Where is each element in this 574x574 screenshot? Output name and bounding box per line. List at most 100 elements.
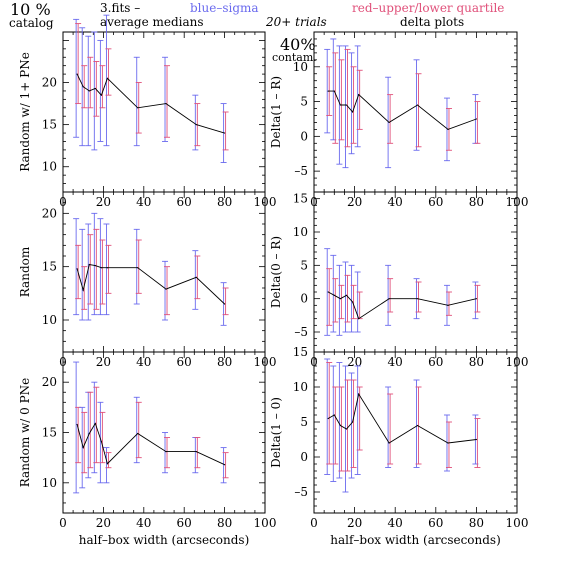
x-tick-label: 0 xyxy=(59,516,67,530)
header-contam-label: contam. xyxy=(272,51,317,64)
median-point xyxy=(195,276,197,278)
median-point xyxy=(100,94,102,96)
median-point xyxy=(351,111,354,113)
median-point xyxy=(345,428,348,430)
median-point xyxy=(416,104,419,106)
median-point xyxy=(339,298,341,300)
header-red-quartile: red–upper/lower quartile xyxy=(352,1,504,15)
median-point xyxy=(345,294,348,296)
median-point xyxy=(94,265,96,267)
median-line xyxy=(327,291,477,320)
y-axis-label: Random xyxy=(18,246,32,297)
y-tick-label: –5 xyxy=(294,325,308,339)
header-avg-medians: average medians xyxy=(100,15,204,29)
y-tick-label: 5 xyxy=(300,95,308,109)
y-tick-label: 5 xyxy=(300,415,308,429)
median-point xyxy=(345,104,348,106)
median-point xyxy=(388,298,390,300)
median-point xyxy=(137,107,139,109)
median-point xyxy=(224,464,226,466)
median-point xyxy=(106,77,109,79)
x-tick-label: 80 xyxy=(217,516,232,530)
y-tick-label: 10 xyxy=(293,60,308,74)
median-point xyxy=(327,90,329,92)
x-tick-label: 60 xyxy=(428,355,443,369)
y-axis-label: Random w/ 0 PNe xyxy=(18,378,32,488)
x-tick-label: 100 xyxy=(254,516,277,530)
median-line xyxy=(328,90,477,130)
median-point xyxy=(416,424,419,427)
median-point xyxy=(358,393,360,395)
median-point xyxy=(195,124,197,126)
header-blue-sigma: blue–sigma xyxy=(190,1,259,15)
median-point xyxy=(339,424,341,427)
y-tick-label: 0 xyxy=(300,129,308,143)
median-line xyxy=(327,392,477,444)
y-tick-label: –5 xyxy=(294,485,308,499)
x-tick-label: 40 xyxy=(388,355,403,369)
header-trials: 20+ trials xyxy=(265,15,327,29)
x-tick-label: 40 xyxy=(136,516,151,530)
x-tick-label: 60 xyxy=(177,516,192,530)
median-point xyxy=(106,267,109,269)
y-tick-label: 10 xyxy=(293,225,308,239)
median-point xyxy=(88,432,90,435)
x-tick-label: 60 xyxy=(177,195,192,209)
x-tick-label: 40 xyxy=(136,195,151,209)
header-delta-plots: delta plots xyxy=(400,15,464,29)
median-point xyxy=(165,102,167,105)
median-point xyxy=(94,422,96,425)
y-tick-label: 0 xyxy=(300,450,308,464)
median-point xyxy=(137,432,139,435)
median-point xyxy=(447,128,449,130)
median-point xyxy=(195,451,197,453)
y-tick-label: 15 xyxy=(293,345,308,359)
y-tick-label: 20 xyxy=(42,375,57,389)
median-line xyxy=(76,422,225,466)
median-point xyxy=(333,294,335,296)
header-fits: 3.fits – xyxy=(100,1,140,15)
y-axis-label: Delta(1 – R) xyxy=(269,76,283,148)
x-tick-label: 80 xyxy=(217,355,232,369)
y-tick-label: 20 xyxy=(42,206,57,220)
median-point xyxy=(82,289,84,291)
x-tick-label: 20 xyxy=(96,195,111,209)
panel-bottom-right: 0 20 40 60 80 100 –5 0 5 10 15 Delta(1 – 0) half–box… xyxy=(269,345,528,547)
median-point xyxy=(88,90,90,92)
median-point xyxy=(475,298,477,300)
median-point xyxy=(475,118,477,120)
median-line xyxy=(76,73,225,134)
median-point xyxy=(137,267,139,269)
median-point xyxy=(358,318,360,320)
median-point xyxy=(82,446,84,449)
x-tick-label: 80 xyxy=(469,355,484,369)
y-tick-label: –5 xyxy=(294,164,308,178)
median-line xyxy=(76,263,225,305)
y-axis-label: Random w/ 1+ PNe xyxy=(18,52,32,172)
x-tick-label: 80 xyxy=(217,195,232,209)
x-tick-label: 80 xyxy=(469,516,484,530)
y-tick-label: 15 xyxy=(293,192,308,206)
panel-bottom-left: 0 20 40 60 80 100 10 15 20 Random w/ 0 PNe half–bo… xyxy=(18,351,277,547)
x-tick-label: 60 xyxy=(177,355,192,369)
x-tick-label: 40 xyxy=(388,195,403,209)
median-point xyxy=(100,267,102,269)
median-point xyxy=(88,263,90,266)
x-tick-label: 80 xyxy=(469,195,484,209)
median-point xyxy=(333,90,335,92)
x-tick-label: 40 xyxy=(388,516,403,530)
median-point xyxy=(388,121,390,124)
y-tick-label: 10 xyxy=(42,476,57,490)
y-axis-label: Delta(1 – 0) xyxy=(269,397,283,468)
median-point xyxy=(416,298,419,300)
median-point xyxy=(358,94,360,96)
y-tick-label: 15 xyxy=(42,260,57,274)
x-tick-label: 60 xyxy=(428,195,443,209)
plot-frame xyxy=(62,31,266,193)
x-tick-label: 100 xyxy=(506,516,529,530)
